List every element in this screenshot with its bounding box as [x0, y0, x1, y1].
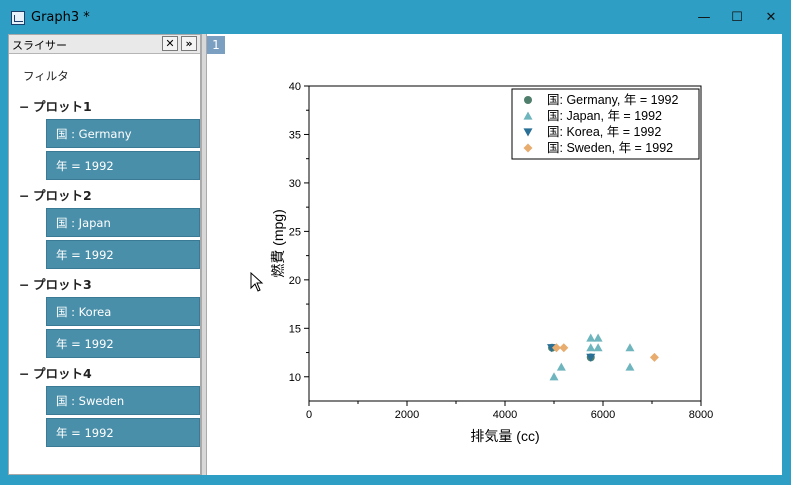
slicer-close-icon[interactable]: ✕ [162, 36, 178, 51]
legend-label: 国: Sweden, 年 = 1992 [547, 141, 673, 155]
graph-page[interactable]: 1 0 2000 4000 6000 8000 10 15 20 25 30 35 40 排気量 (cc… [207, 34, 782, 475]
data-point [549, 372, 559, 381]
filter-label: フィルタ [23, 69, 69, 83]
collapse-icon[interactable]: − [19, 99, 30, 114]
legend-marker [523, 111, 533, 120]
collapse-icon[interactable]: − [19, 366, 30, 381]
plot-group-3[interactable]: − プロット3 [19, 274, 92, 293]
plot-group-label: プロット1 [33, 99, 92, 114]
maximize-button[interactable]: ☐ [731, 9, 743, 25]
plot-group-label: プロット4 [33, 366, 92, 381]
y-axis-title: 燃費 (mpg) [270, 209, 286, 277]
legend-label: 国: Korea, 年 = 1992 [547, 125, 661, 139]
filter-chip-country-sweden[interactable]: 国 : Sweden [46, 386, 200, 415]
x-tick-label: 4000 [493, 409, 517, 421]
scatter-chart[interactable]: 0 2000 4000 6000 8000 10 15 20 25 30 35 40 排気量 (cc) 燃… [207, 34, 782, 475]
legend-label: 国: Japan, 年 = 1992 [547, 109, 662, 123]
data-point [556, 362, 566, 371]
y-tick-label: 15 [289, 323, 301, 335]
data-point [559, 343, 569, 353]
filter-chip-year[interactable]: 年 = 1992 [46, 240, 200, 269]
graph-window-icon[interactable] [11, 11, 25, 25]
slicer-panel: スライサー ✕ » フィルタ − プロット1 国 : Germany 年 = 19… [8, 34, 201, 475]
slicer-header: スライサー ✕ » [9, 35, 200, 54]
slicer-title: スライサー [12, 39, 67, 52]
panel-splitter[interactable] [201, 34, 207, 475]
close-button[interactable]: ✕ [765, 9, 777, 25]
y-tick-label: 40 [289, 81, 301, 93]
window-title: Graph3 * [31, 10, 90, 25]
data-point [649, 352, 659, 362]
x-tick-label: 0 [306, 409, 312, 421]
minimize-button[interactable]: — [697, 9, 711, 25]
data-point [593, 333, 603, 342]
filter-chip-year[interactable]: 年 = 1992 [46, 151, 200, 180]
filter-chip-year[interactable]: 年 = 1992 [46, 418, 200, 447]
data-point [586, 353, 596, 362]
y-tick-label: 35 [289, 129, 301, 141]
y-tick-label: 20 [289, 275, 301, 287]
filter-chip-country-korea[interactable]: 国 : Korea [46, 297, 200, 326]
data-point [551, 343, 561, 353]
window-client: スライサー ✕ » フィルタ − プロット1 国 : Germany 年 = 19… [8, 34, 782, 475]
y-tick-label: 30 [289, 178, 301, 190]
y-tick-label: 10 [289, 372, 301, 384]
legend-label: 国: Germany, 年 = 1992 [547, 93, 678, 107]
x-tick-label: 6000 [591, 409, 615, 421]
data-point [586, 343, 596, 352]
plot-group-2[interactable]: − プロット2 [19, 185, 92, 204]
legend-marker [523, 128, 533, 137]
data-point [586, 333, 596, 342]
x-axis-title: 排気量 (cc) [470, 428, 539, 444]
layer-tab[interactable]: 1 [207, 36, 225, 54]
mouse-cursor-icon [250, 272, 264, 292]
filter-chip-year[interactable]: 年 = 1992 [46, 329, 200, 358]
plot-group-1[interactable]: − プロット1 [19, 96, 92, 115]
x-tick-label: 8000 [689, 409, 713, 421]
data-point [625, 362, 635, 371]
legend-box [511, 88, 700, 160]
data-point [593, 343, 603, 352]
y-tick-label: 25 [289, 226, 301, 238]
x-tick-label: 2000 [395, 409, 419, 421]
title-bar[interactable]: Graph3 * — ☐ ✕ [0, 0, 791, 34]
filter-chip-country-japan[interactable]: 国 : Japan [46, 208, 200, 237]
data-point [625, 343, 635, 352]
collapse-icon[interactable]: − [19, 277, 30, 292]
legend-marker [523, 143, 533, 153]
plot-group-label: プロット3 [33, 277, 92, 292]
collapse-icon[interactable]: − [19, 188, 30, 203]
filter-chip-country-germany[interactable]: 国 : Germany [46, 119, 200, 148]
legend-marker [524, 96, 532, 104]
slicer-expand-icon[interactable]: » [181, 36, 197, 51]
plot-group-4[interactable]: − プロット4 [19, 363, 92, 382]
plot-group-label: プロット2 [33, 188, 92, 203]
